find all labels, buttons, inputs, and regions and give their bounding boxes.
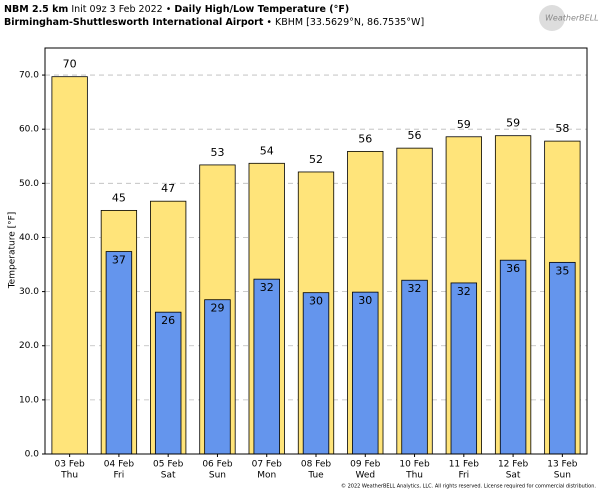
x-tick-weekday: Sat xyxy=(506,471,521,481)
y-axis-label: Temperature [°F] xyxy=(8,212,18,290)
value-label: 37 xyxy=(112,254,126,267)
value-label: 45 xyxy=(112,191,126,204)
x-tick-label: 04 Feb xyxy=(104,460,135,470)
value-label: 70 xyxy=(63,58,77,71)
value-label: 47 xyxy=(161,182,175,195)
value-label: 52 xyxy=(309,153,323,166)
model: NBM 2.5 km xyxy=(4,4,68,15)
value-label: 26 xyxy=(161,314,175,327)
x-tick-label: 07 Feb xyxy=(252,460,283,470)
logo-mark xyxy=(539,5,565,31)
value-label: 59 xyxy=(457,118,471,131)
value-label: 58 xyxy=(555,122,569,135)
value-label: 36 xyxy=(506,262,520,275)
value-label: 53 xyxy=(210,146,224,159)
x-tick-label: 10 Feb xyxy=(399,460,430,470)
header-line-1: NBM 2.5 km Init 09z 3 Feb 2022 • Daily H… xyxy=(4,4,349,15)
x-tick-weekday: Sun xyxy=(209,471,226,481)
value-label: 59 xyxy=(506,117,520,130)
x-tick-weekday: Fri xyxy=(458,471,469,481)
bar xyxy=(105,251,133,455)
y-tick-label: 10.0 xyxy=(19,395,39,405)
value-label: 35 xyxy=(555,264,569,277)
bar xyxy=(450,282,478,455)
x-tick-weekday: Mon xyxy=(257,471,276,481)
x-tick-weekday: Sun xyxy=(554,471,571,481)
bar xyxy=(154,311,182,455)
x-tick-label: 11 Feb xyxy=(449,460,480,470)
x-tick-label: 06 Feb xyxy=(202,460,233,470)
x-tick-label: 13 Feb xyxy=(547,460,578,470)
value-label: 56 xyxy=(408,129,422,142)
x-tick-weekday: Tue xyxy=(307,471,324,481)
x-tick-weekday: Thu xyxy=(405,471,423,481)
value-label: 54 xyxy=(260,144,274,157)
bar xyxy=(204,299,231,455)
bar xyxy=(549,261,576,455)
value-label: 30 xyxy=(358,294,372,307)
y-tick-label: 0.0 xyxy=(25,450,40,460)
station: Birmingham-Shuttlesworth International A… xyxy=(4,17,264,28)
value-label: 30 xyxy=(309,295,323,308)
y-tick-label: 50.0 xyxy=(19,179,39,189)
value-label: 32 xyxy=(457,285,471,298)
bar xyxy=(253,278,280,455)
bar xyxy=(51,76,88,455)
x-tick-label: 03 Feb xyxy=(55,460,86,470)
y-tick-label: 20.0 xyxy=(19,341,39,351)
value-label: 56 xyxy=(358,132,372,145)
footer: © 2022 WeatherBELL Analytics, LLC. All r… xyxy=(341,483,596,490)
y-tick-label: 40.0 xyxy=(19,233,39,243)
value-label: 32 xyxy=(260,281,274,294)
plot-frame xyxy=(44,47,588,455)
x-tick-weekday: Wed xyxy=(355,471,375,481)
value-label: 29 xyxy=(210,302,224,315)
bar xyxy=(302,292,330,455)
y-tick-label: 70.0 xyxy=(19,71,39,81)
x-tick-weekday: Fri xyxy=(114,471,125,481)
x-tick-weekday: Sat xyxy=(161,471,176,481)
product: Daily High/Low Temperature (°F) xyxy=(174,4,349,15)
y-tick-label: 60.0 xyxy=(19,125,39,135)
x-tick-label: 12 Feb xyxy=(498,460,529,470)
x-tick-weekday: Thu xyxy=(60,471,78,481)
x-tick-label: 09 Feb xyxy=(350,460,381,470)
logo: WeatherBELL xyxy=(545,14,599,23)
x-tick-label: 05 Feb xyxy=(153,460,184,470)
value-label: 32 xyxy=(408,282,422,295)
x-tick-label: 08 Feb xyxy=(301,460,332,470)
bar xyxy=(401,279,428,455)
location: • KBHM [33.5629°N, 86.7535°W] xyxy=(266,17,424,28)
header-line-2: Birmingham-Shuttlesworth International A… xyxy=(4,17,424,28)
init: Init 09z 3 Feb 2022 • xyxy=(71,4,171,15)
bar xyxy=(499,259,527,455)
bar xyxy=(352,291,379,455)
y-tick-label: 30.0 xyxy=(19,287,39,297)
